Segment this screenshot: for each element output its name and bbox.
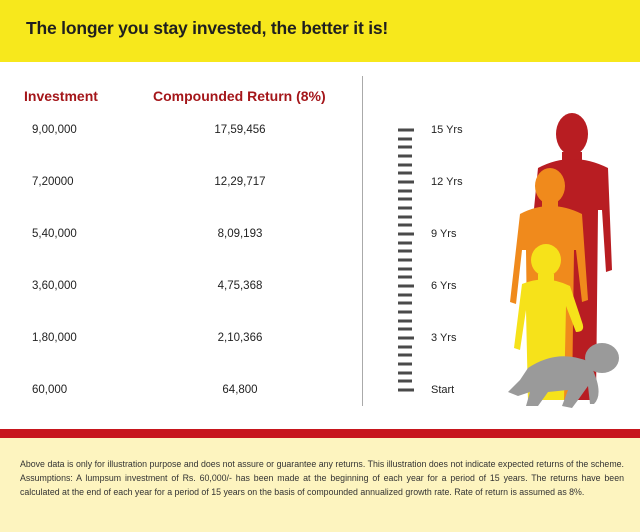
ruler-minor-tick xyxy=(398,171,412,175)
compounded-return-value: 64,800 xyxy=(222,384,258,396)
ruler-minor-tick xyxy=(398,345,412,349)
ruler-minor-tick xyxy=(398,310,412,314)
year-scale-label: Start xyxy=(431,384,455,396)
ruler-major-tick xyxy=(398,284,414,288)
ruler-minor-tick xyxy=(398,206,412,210)
compounded-return-value: 12,29,717 xyxy=(214,176,266,188)
ruler-minor-tick xyxy=(398,145,412,149)
ruler-minor-tick xyxy=(398,137,412,141)
ruler-minor-tick xyxy=(398,267,412,271)
compounded-return-value: 2,10,366 xyxy=(217,332,263,344)
ruler-minor-tick xyxy=(398,301,412,305)
ruler-minor-tick xyxy=(398,371,412,375)
investment-value: 1,80,000 xyxy=(32,332,77,344)
ruler-major-tick xyxy=(398,180,414,184)
ruler-minor-tick xyxy=(398,275,412,279)
ruler-minor-tick xyxy=(398,293,412,297)
year-scale-label: 15 Yrs xyxy=(431,124,463,136)
ruler-minor-tick xyxy=(398,154,412,158)
baby-figure xyxy=(508,343,619,408)
ruler-minor-tick xyxy=(398,189,412,193)
year-scale-label: 3 Yrs xyxy=(431,332,457,344)
investment-value: 9,00,000 xyxy=(32,124,77,136)
ruler-minor-tick xyxy=(398,319,412,323)
compounded-return-column-header: Compounded Return (8%) xyxy=(153,88,326,104)
ruler-minor-tick xyxy=(398,241,412,245)
compounded-return-value: 4,75,368 xyxy=(217,280,263,292)
ruler-minor-tick xyxy=(398,163,412,167)
year-scale-label: 9 Yrs xyxy=(431,228,457,240)
investment-value: 60,000 xyxy=(32,384,68,396)
page-title: The longer you stay invested, the better… xyxy=(26,18,389,38)
ruler-minor-tick xyxy=(398,362,412,366)
ruler-minor-tick xyxy=(398,197,412,201)
title-banner: The longer you stay invested, the better… xyxy=(0,0,640,62)
disclaimer-text: Above data is only for illustration purp… xyxy=(20,459,624,497)
year-scale-label: 12 Yrs xyxy=(431,176,463,188)
ruler-major-tick xyxy=(398,336,414,340)
compounded-return-value: 17,59,456 xyxy=(214,124,266,136)
compounded-return-value: 8,09,193 xyxy=(217,228,263,240)
investment-value: 5,40,000 xyxy=(32,228,77,240)
ruler-minor-tick xyxy=(398,379,412,383)
ruler-minor-tick xyxy=(398,223,412,227)
growing-figures-illustration xyxy=(508,113,619,408)
divider-line xyxy=(362,76,363,406)
disclaimer-box xyxy=(0,438,640,532)
year-scale-label: 6 Yrs xyxy=(431,280,457,292)
investment-value: 3,60,000 xyxy=(32,280,77,292)
ruler-major-tick xyxy=(398,128,414,132)
investment-column-header: Investment xyxy=(24,88,98,104)
bottom-accent-bar xyxy=(0,429,640,438)
investment-value: 7,20000 xyxy=(32,176,74,188)
ruler-major-tick xyxy=(398,388,414,392)
ruler-minor-tick xyxy=(398,258,412,262)
ruler-major-tick xyxy=(398,232,414,236)
ruler-minor-tick xyxy=(398,249,412,253)
ruler-minor-tick xyxy=(398,215,412,219)
ruler-minor-tick xyxy=(398,327,412,331)
ruler-minor-tick xyxy=(398,353,412,357)
